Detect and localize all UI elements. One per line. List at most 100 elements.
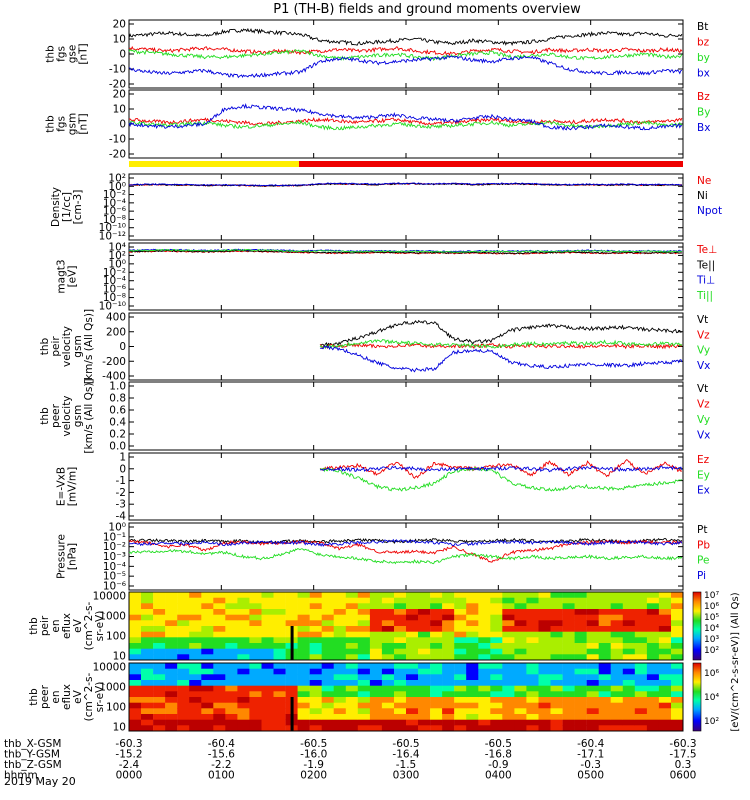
heatmap-cell bbox=[514, 674, 527, 681]
heatmap-cell bbox=[622, 614, 636, 621]
heatmap-cell bbox=[658, 680, 672, 686]
heatmap-cell bbox=[141, 663, 154, 669]
heatmap-cell bbox=[129, 719, 142, 726]
heatmap-cell bbox=[406, 674, 419, 681]
ytick-label: 1 bbox=[119, 452, 126, 464]
heatmap-cell bbox=[213, 597, 226, 604]
heatmap-cell bbox=[646, 637, 660, 644]
heatmap-cell bbox=[297, 592, 310, 598]
heatmap-cell bbox=[406, 637, 419, 644]
heatmap-cell bbox=[237, 631, 250, 638]
heatmap-cell bbox=[586, 643, 599, 649]
heatmap-cell bbox=[237, 663, 250, 669]
heatmap-cell bbox=[129, 680, 142, 686]
ytick-label: -20 bbox=[109, 149, 126, 161]
heatmap-cell bbox=[153, 725, 166, 732]
heatmap-cell bbox=[321, 685, 334, 692]
heatmap-cell bbox=[418, 725, 431, 732]
heatmap-cell bbox=[550, 708, 563, 715]
heatmap-cell bbox=[237, 620, 250, 627]
heatmap-cell bbox=[406, 680, 419, 686]
heatmap-cell bbox=[201, 609, 214, 615]
heatmap-cell bbox=[658, 719, 672, 726]
heatmap-cell bbox=[454, 603, 467, 610]
heatmap-cell bbox=[285, 609, 298, 615]
heatmap-cell bbox=[153, 609, 166, 615]
heatmap-cell bbox=[225, 592, 238, 598]
heatmap-cell bbox=[430, 626, 443, 632]
ytick-label: -4 bbox=[116, 511, 127, 523]
panels-group: 20100-10-20thbfgsgse[nT]Btbzbybx20100-10… bbox=[28, 19, 722, 734]
heatmap-cell bbox=[671, 620, 684, 627]
legend-Pe: Pe bbox=[697, 555, 709, 567]
heatmap-cell bbox=[225, 725, 238, 732]
heatmap-cell bbox=[129, 702, 142, 709]
heatmap-cell bbox=[333, 637, 346, 644]
ytick-label: 1.0 bbox=[109, 381, 126, 393]
heatmap-cell bbox=[249, 597, 262, 604]
legend-By: By bbox=[697, 107, 710, 119]
heatmap-cell bbox=[141, 680, 154, 686]
heatmap-cell bbox=[502, 654, 515, 661]
heatmap-cell bbox=[273, 708, 286, 715]
heatmap-cell bbox=[490, 648, 503, 655]
heatmap-cell bbox=[297, 631, 310, 638]
series-Pe bbox=[128, 547, 683, 565]
heatmap-cell bbox=[249, 663, 262, 669]
heatmap-cell bbox=[406, 719, 419, 726]
heatmap-cell bbox=[466, 592, 479, 598]
heatmap-cell bbox=[538, 708, 551, 715]
heatmap-cell bbox=[369, 626, 383, 632]
heatmap-cell bbox=[273, 597, 286, 604]
heatmap-cell bbox=[671, 691, 684, 698]
heatmap-cell bbox=[369, 680, 383, 686]
heatmap-cell bbox=[165, 725, 178, 732]
heatmap-cell bbox=[634, 725, 648, 732]
heatmap-cell bbox=[285, 680, 298, 686]
heatmap-cell bbox=[586, 637, 599, 644]
heatmap-cell bbox=[345, 663, 359, 669]
heatmap-cell bbox=[514, 626, 527, 632]
series-Vt bbox=[319, 319, 683, 347]
heatmap-cell bbox=[345, 603, 359, 610]
heatmap-cell bbox=[478, 714, 491, 720]
heatmap-cell bbox=[490, 714, 503, 720]
heatmap-cell bbox=[502, 637, 515, 644]
heatmap-cell bbox=[646, 714, 660, 720]
series-Vx bbox=[319, 345, 683, 373]
ytick-label: -2 bbox=[116, 487, 126, 499]
heatmap-cell bbox=[550, 643, 563, 649]
panel-peir-eflux: 10000 1000 100 10 thbpeirenefluxeV(cm^2-s-sr… bbox=[28, 591, 684, 663]
heatmap-cell bbox=[550, 648, 563, 655]
heatmap-cell bbox=[177, 719, 190, 726]
heatmap-cell bbox=[394, 609, 407, 615]
heatmap-cell bbox=[538, 680, 551, 686]
heatmap-cell bbox=[129, 725, 142, 732]
heatmap-cell bbox=[538, 626, 551, 632]
ephemeris-value: -0.3 bbox=[580, 759, 601, 771]
ytick-label: 10000 bbox=[93, 662, 126, 674]
legend-Vt: Vt bbox=[697, 314, 708, 326]
heatmap-cell bbox=[165, 643, 178, 649]
heatmap-cell bbox=[598, 697, 611, 703]
heatmap-cell bbox=[213, 643, 226, 649]
heatmap-cell bbox=[129, 685, 142, 692]
heatmap-cell bbox=[321, 637, 334, 644]
heatmap-cell bbox=[249, 614, 262, 621]
heatmap-cell bbox=[502, 708, 515, 715]
heatmap-cell bbox=[671, 668, 684, 675]
heatmap-cell bbox=[225, 668, 238, 675]
heatmap-cell bbox=[153, 680, 166, 686]
heatmap-cell bbox=[406, 702, 419, 709]
heatmap-cell bbox=[442, 609, 455, 615]
ephemeris-value: -60.5 bbox=[300, 738, 327, 750]
heatmap-cell bbox=[430, 680, 443, 686]
legend-by: by bbox=[697, 52, 710, 64]
heatmap-cell bbox=[586, 631, 599, 638]
heatmap-cell bbox=[538, 691, 551, 698]
heatmap-cell bbox=[538, 668, 551, 675]
heatmap-cell bbox=[466, 597, 479, 604]
heatmap-cell bbox=[610, 702, 623, 709]
heatmap-cell bbox=[309, 697, 322, 703]
ytick-label: 20 bbox=[113, 19, 126, 31]
